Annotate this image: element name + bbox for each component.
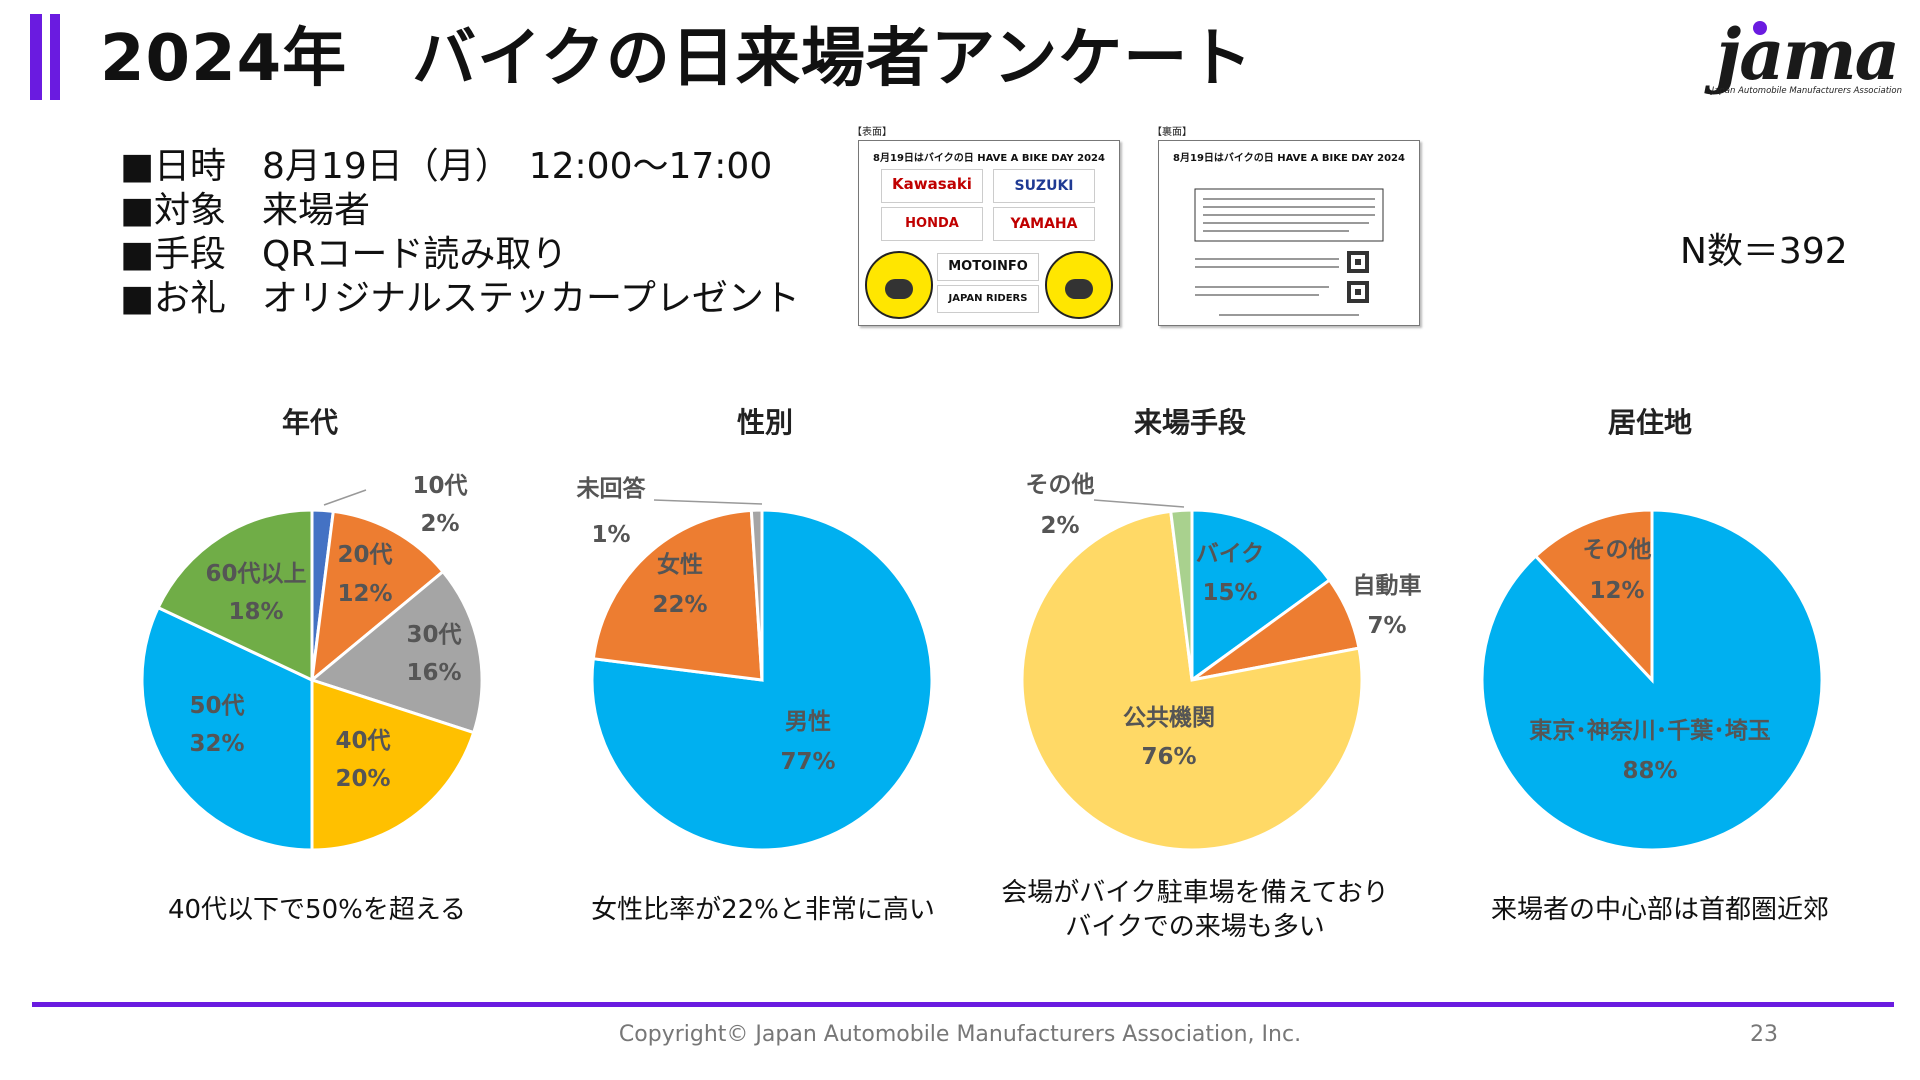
flyer-back-tag: 【裏面】 [1152, 127, 1192, 138]
flyer-front-heading: 8月19日はバイクの日 HAVE A BIKE DAY 2024 [873, 153, 1105, 164]
leader-line-other [1093, 499, 1185, 508]
info-reward: ■お礼 オリジナルステッカープレゼント [120, 278, 800, 319]
labels: 東京･神奈川･千葉･埼玉 88% その他 12% [1529, 537, 1771, 784]
pie-chart-gender: 性別 男性 77% 女性 22% 未回答 1% [577, 406, 934, 852]
label-car-value: 7% [1367, 613, 1406, 639]
label-male-value: 77% [780, 749, 835, 775]
survey-info: ■日時 8月19日（月） 12:00～17:00 ■対象 来場者 ■手段 QRコ… [120, 145, 800, 321]
label-30s-name: 30代 [406, 622, 461, 648]
label-male-name: 男性 [785, 709, 831, 735]
yamaha-logo: YAMAHA [993, 207, 1095, 241]
pie-slice-0-3 [310, 677, 476, 852]
leader-line-10s [323, 489, 367, 506]
footer-divider [32, 1002, 1894, 1007]
leader-line-no-answer [653, 499, 763, 505]
pie-slice-2-2 [1020, 509, 1364, 852]
label-metro-name: 東京･神奈川･千葉･埼玉 [1529, 717, 1771, 744]
sticker-left-image [865, 251, 933, 319]
pie-slice-2-0 [1190, 508, 1332, 683]
title-accent-bar-secondary [50, 14, 60, 100]
sample-size: N数＝392 [1680, 231, 1848, 272]
page-number: 23 [1750, 1022, 1778, 1047]
label-20s-name: 20代 [337, 542, 392, 568]
pie-slice-1-1 [591, 508, 764, 682]
kawasaki-logo: Kawasaki [881, 169, 983, 203]
flyer-back: 8月19日はバイクの日 HAVE A BIKE DAY 2024 [1158, 140, 1420, 326]
pie-slice-0-1 [310, 509, 446, 684]
chart-title-gender: 性別 [737, 406, 793, 439]
label-other-value: 2% [1040, 513, 1079, 539]
jama-logo: jama Japan Automobile Manufacturers Asso… [1700, 20, 1910, 100]
info-method: ■手段 QRコード読み取り [120, 234, 568, 275]
logo-subtitle: Japan Automobile Manufacturers Associati… [1711, 86, 1902, 96]
chart-title-age: 年代 [282, 406, 338, 439]
honda-logo: HONDA [881, 207, 983, 241]
label-no-answer-name: 未回答 [577, 475, 647, 502]
pie-slice-1-0 [590, 508, 934, 852]
label-public-name: 公共機関 [1123, 705, 1215, 731]
japan-riders-logo: JAPAN RIDERS [937, 285, 1039, 313]
label-no-answer-value: 1% [591, 522, 630, 548]
info-target: ■対象 来場者 [120, 190, 371, 231]
label-10s-name: 10代 [412, 473, 467, 499]
pie-chart-transport: 来場手段 バイク 15% 自動車 7% 公共機関 76% その他 2% [1020, 406, 1422, 852]
label-bike-value: 15% [1202, 580, 1257, 606]
pie-chart-age: 年代 10代 2% 20代 12% 30代 16% 40代 20% 50代 32… [140, 406, 484, 852]
page-title: 2024年 バイクの日来場者アンケート [100, 22, 1254, 96]
label-other-res-value: 12% [1589, 578, 1644, 604]
comment-gender: 女性比率が22%と非常に高い [591, 895, 935, 925]
label-female-name: 女性 [657, 551, 703, 578]
chart-title-transport: 来場手段 [1134, 406, 1246, 439]
copyright-text: Copyright© Japan Automobile Manufacturer… [618, 1022, 1302, 1047]
pie-slice-0-5 [156, 508, 314, 683]
suzuki-logo: SUZUKI [993, 169, 1095, 203]
pie-slice-2-3 [1169, 508, 1194, 681]
pie-slice-3-1 [1533, 508, 1654, 684]
label-public-value: 76% [1141, 744, 1196, 770]
title-accent-bar [30, 14, 42, 100]
flyer-back-content-image [1194, 188, 1384, 316]
label-20s-value: 12% [337, 581, 392, 607]
pie-chart-residence: 居住地 東京･神奈川･千葉･埼玉 88% その他 12% [1480, 406, 1824, 852]
comment-transport: 会場がバイク駐車場を備えており バイクでの来場も多い [1001, 878, 1389, 942]
sticker-right-image [1045, 251, 1113, 319]
info-date: ■日時 8月19日（月） 12:00～17:00 [120, 146, 773, 187]
label-60s-value: 18% [228, 599, 283, 625]
labels: 男性 77% 女性 22% 未回答 1% [577, 475, 836, 775]
comment-residence: 来場者の中心部は首都圏近郊 [1490, 895, 1829, 925]
label-60s-name: 60代以上 [205, 561, 306, 587]
label-10s-value: 2% [420, 511, 459, 537]
label-car-name: 自動車 [1353, 572, 1422, 599]
label-30s-value: 16% [406, 660, 461, 686]
label-40s-name: 40代 [335, 728, 390, 754]
logo-dot-icon [1753, 21, 1767, 35]
labels: バイク 15% 自動車 7% 公共機関 76% その他 2% [1026, 472, 1422, 770]
flyer-front: 8月19日はバイクの日 HAVE A BIKE DAY 2024 Kawasak… [858, 140, 1120, 326]
label-other-res-name: その他 [1583, 537, 1652, 563]
pie-slice-1-2 [749, 508, 764, 681]
label-female-value: 22% [652, 592, 707, 618]
logo-wordmark: jama [1715, 13, 1900, 96]
labels: 10代 2% 20代 12% 30代 16% 40代 20% 50代 32% 6… [189, 473, 467, 792]
pie-slice-0-4 [140, 605, 314, 852]
motoinfo-logo: MOTOINFO [937, 253, 1039, 281]
label-40s-value: 20% [335, 766, 390, 792]
pie-slice-3-0 [1480, 508, 1824, 852]
label-50s-name: 50代 [189, 693, 244, 719]
flyer-front-tag: 【表面】 [852, 127, 892, 138]
label-bike-name: バイク [1196, 541, 1265, 567]
label-metro-value: 88% [1622, 758, 1677, 784]
chart-title-residence: 居住地 [1608, 406, 1692, 439]
comment-age: 40代以下で50%を超える [167, 895, 467, 925]
label-other-name: その他 [1026, 472, 1095, 498]
label-50s-value: 32% [189, 731, 244, 757]
flyer-back-heading: 8月19日はバイクの日 HAVE A BIKE DAY 2024 [1173, 153, 1405, 164]
